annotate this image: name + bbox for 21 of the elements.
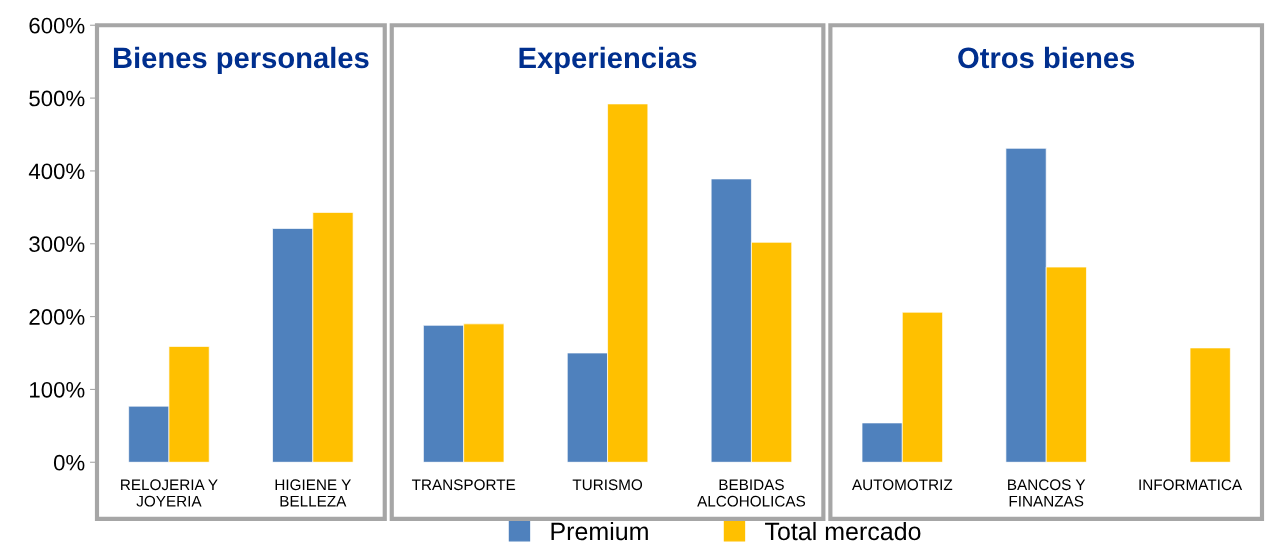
x-tick-label: TRANSPORTE — [411, 479, 516, 491]
y-tick-label: 500% — [29, 90, 85, 107]
text: Bienes personales — [113, 46, 369, 74]
y-tick-label: 100% — [30, 381, 85, 398]
x-tick-label: BANCOS Y FINANZAS — [1008, 479, 1086, 507]
bar — [1189, 347, 1231, 463]
legend-label: Premium — [551, 521, 648, 541]
x-tick-label: AUTOMOTRIZ — [851, 479, 953, 491]
x-tick-label: HIGIENE Y BELLEZA — [275, 479, 351, 507]
text: Otros bienes — [958, 46, 1135, 69]
x-tick-label: RELOJERIA Y JOYERIA — [121, 479, 218, 507]
x-tick-label: INFORMATICA — [1139, 479, 1243, 491]
y-tick-label: 0% — [53, 454, 85, 471]
y-tick-label: 400% — [28, 163, 85, 180]
x-tick-label: BEBIDAS ALCOHOLICAS — [697, 479, 806, 507]
legend-label: Total mercado — [765, 521, 921, 541]
y-tick-label: 200% — [29, 309, 85, 325]
y-tick-label: 600% — [29, 17, 85, 34]
y-tick-label: 300% — [29, 236, 85, 253]
x-tick-label: TURISMO — [572, 479, 643, 491]
text: Experiencias — [519, 46, 697, 74]
